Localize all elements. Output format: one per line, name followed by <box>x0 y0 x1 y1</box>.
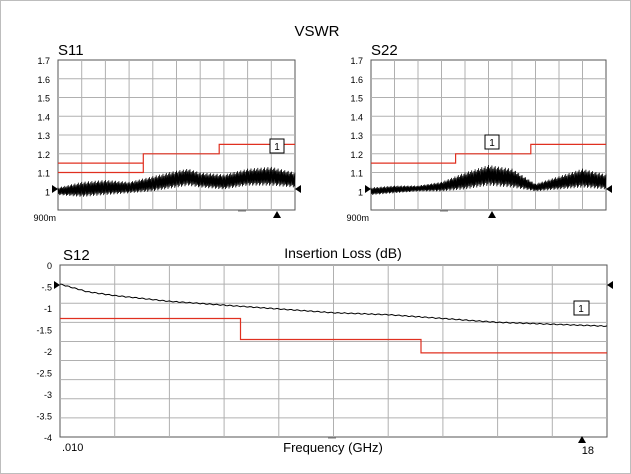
s22-y-tick-label: 1.1 <box>350 169 363 179</box>
s22-y-tick-label: 1.5 <box>350 94 363 104</box>
s11-marker-label: 1 <box>274 142 280 153</box>
s12-y-tick-label: -1.5 <box>36 326 52 336</box>
s11-y-tick-label: 1.4 <box>37 112 50 122</box>
x-start-label: .010 <box>62 442 83 454</box>
s11-y-tick-label: 1.6 <box>37 75 50 85</box>
s11-y-tick-label: 1.3 <box>37 131 50 141</box>
s12-y-tick-label: -2 <box>44 347 52 357</box>
s12-y-tick-label: -2.5 <box>36 369 52 379</box>
s12-y-tick-label: -.5 <box>41 283 52 293</box>
s22-y-tick-label: 900m <box>346 213 369 223</box>
s22-trace <box>370 164 607 195</box>
s22-y-tick-label: 1 <box>358 187 363 197</box>
x-axis-label: Frequency (GHz) <box>283 440 383 455</box>
s11-marker[interactable]: 1 <box>269 138 285 154</box>
s22-y-tick-label: 1.6 <box>350 75 363 85</box>
s22-y-tick-label: 1.7 <box>350 56 363 66</box>
s11-label: S11 <box>58 42 84 59</box>
s22-label: S22 <box>371 42 398 59</box>
s12-y-tick-label: -4 <box>44 433 52 443</box>
s12-marker-label: 1 <box>578 304 584 315</box>
s12-marker[interactable]: 1 <box>573 300 590 316</box>
s11-y-tick-label: 1.2 <box>37 150 50 160</box>
s11-marker-box <box>269 138 285 154</box>
s11-y-ticks: 1.7 1.6 1.5 1.4 1.3 1.2 1.1 1 900m <box>33 56 56 223</box>
s11-y-tick-label: 1 <box>45 187 50 197</box>
s22-y-tick-label: 1.3 <box>350 131 363 141</box>
s22-panel: S22 1.7 1.6 1.5 1.4 1.3 1.2 1.1 1 900m 1 <box>346 42 612 223</box>
x-end-label: 18 <box>582 445 594 457</box>
s12-y-tick-label: -3.5 <box>36 412 52 422</box>
s11-y-tick-label: 1.7 <box>37 56 50 66</box>
s22-marker-arrow <box>488 211 496 218</box>
s22-marker[interactable]: 1 <box>484 134 500 150</box>
s12-reference-arrow-left <box>54 281 60 289</box>
s12-marker-box <box>573 300 590 316</box>
s12-limit-line <box>60 317 607 354</box>
s11-y-tick-label: 900m <box>33 213 56 223</box>
figure-title: VSWR <box>295 23 340 40</box>
s22-y-ticks: 1.7 1.6 1.5 1.4 1.3 1.2 1.1 1 900m <box>346 56 369 223</box>
s22-marker-label: 1 <box>489 138 495 149</box>
s12-scroll-tick <box>328 437 336 439</box>
s12-trace <box>59 283 608 327</box>
s12-y-tick-label: -3 <box>44 390 52 400</box>
s12-label: S12 <box>63 247 90 264</box>
s12-marker-arrow <box>578 436 586 443</box>
s11-y-tick-label: 1.5 <box>37 94 50 104</box>
s11-marker-arrow <box>273 211 281 218</box>
s11-reference-arrow-right <box>295 185 301 193</box>
s22-y-tick-label: 1.4 <box>350 112 363 122</box>
s22-y-tick-label: 1.2 <box>350 150 363 160</box>
s22-limit-line <box>371 143 606 164</box>
s12-y-tick-label: -1 <box>44 304 52 314</box>
s11-scroll-tick <box>238 210 246 212</box>
s12-reference-arrow-right <box>607 281 613 289</box>
s22-marker-box <box>484 134 500 150</box>
s11-trace <box>57 166 296 197</box>
s11-reference-arrow-left <box>52 185 58 193</box>
s22-scroll-tick <box>440 210 448 212</box>
s12-grid <box>60 265 607 437</box>
s11-panel: S11 1.7 1.6 1.5 1.4 1.3 1.2 1.1 1 900m 1 <box>33 42 301 223</box>
s22-reference-arrow-right <box>606 185 612 193</box>
s12-title: Insertion Loss (dB) <box>284 245 402 261</box>
s11-limit-line <box>58 143 295 174</box>
s22-reference-arrow-left <box>365 185 371 193</box>
s11-y-tick-label: 1.1 <box>37 169 50 179</box>
s12-panel: S12 Insertion Loss (dB) 0 -.5 -1 -1.5 -2 -2.5… <box>36 245 613 457</box>
s12-y-ticks: 0 -.5 -1 -1.5 -2 -2.5 -3 -3.5 -4 <box>36 261 52 443</box>
s12-y-tick-label: 0 <box>47 261 52 271</box>
